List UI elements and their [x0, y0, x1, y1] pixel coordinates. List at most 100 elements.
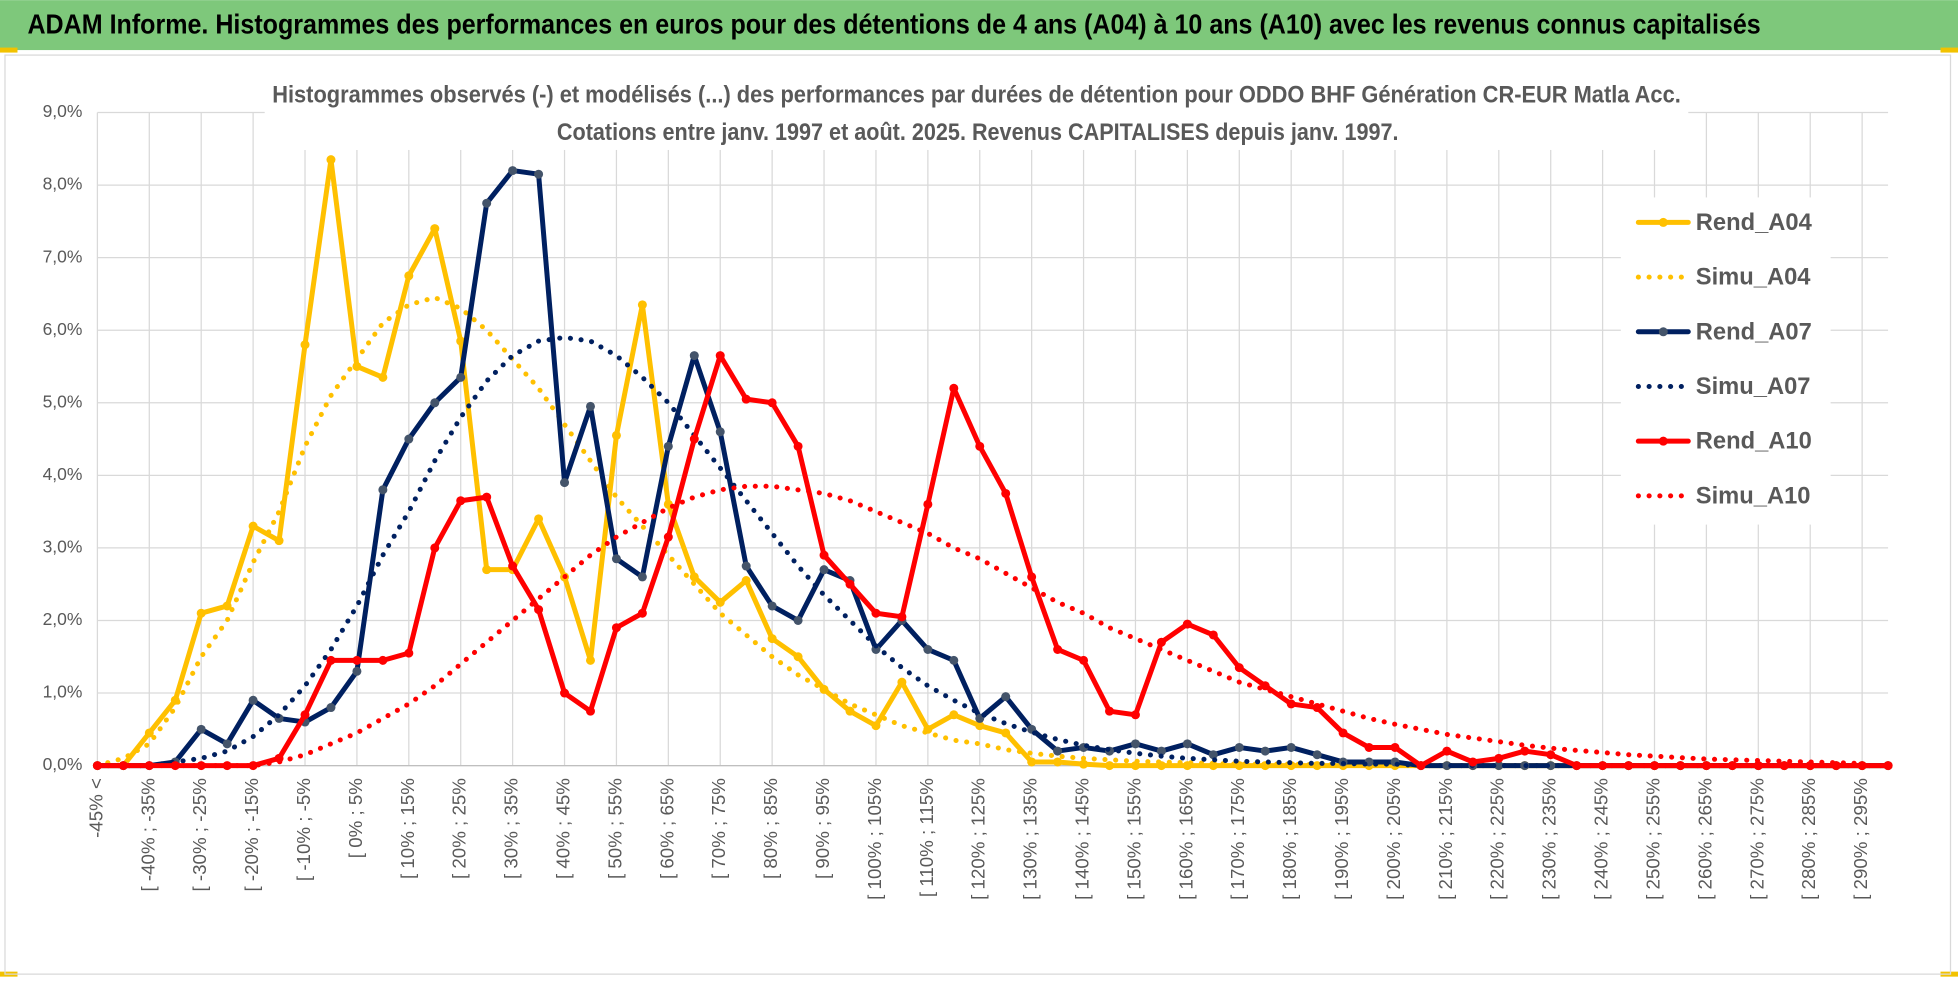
- point-marker: [1312, 703, 1322, 713]
- point-marker: [1234, 663, 1244, 673]
- point-marker: [1364, 742, 1374, 752]
- point-marker: [819, 565, 829, 575]
- point-marker: [1001, 488, 1011, 498]
- point-marker: [404, 434, 414, 444]
- point-marker: [975, 721, 985, 731]
- point-marker: [715, 351, 725, 361]
- x-tick-label: [ -40% ; -35%: [137, 778, 158, 891]
- point-marker: [1053, 644, 1063, 654]
- point-marker: [1598, 761, 1608, 771]
- x-tick-label: [ 220% ; 225%: [1487, 778, 1508, 900]
- point-marker: [352, 666, 362, 676]
- model-line: [94, 295, 1372, 769]
- point-marker: [482, 198, 492, 208]
- point-marker: [222, 601, 232, 611]
- point-marker: [196, 608, 206, 618]
- point-marker: [1053, 746, 1063, 756]
- point-marker: [144, 728, 154, 738]
- point-marker: [1286, 699, 1296, 709]
- point-marker: [793, 652, 803, 662]
- x-tick-label: [ 60% ; 65%: [656, 778, 677, 879]
- point-marker: [118, 761, 128, 771]
- legend-label: Simu_A04: [1696, 265, 1811, 291]
- legend-box: [1620, 197, 1831, 525]
- point-marker: [585, 706, 595, 716]
- point-marker: [1650, 761, 1660, 771]
- point-marker: [534, 514, 544, 524]
- point-marker: [1727, 761, 1737, 771]
- point-marker: [1053, 757, 1063, 767]
- point-marker: [1156, 746, 1166, 756]
- point-marker: [1520, 746, 1530, 756]
- point-marker: [793, 615, 803, 625]
- point-marker: [534, 605, 544, 615]
- legend-marker: [1658, 327, 1668, 337]
- point-marker: [1416, 761, 1426, 771]
- legend-marker: [1658, 217, 1668, 227]
- legend: Rend_A04 Simu_A04 Rend_A07 Simu_A07 Rend_A10…: [1620, 197, 1831, 525]
- point-marker: [897, 677, 907, 687]
- point-marker: [326, 155, 336, 165]
- legend-label: Simu_A10: [1696, 483, 1811, 509]
- x-tick-label: [ 30% ; 35%: [501, 778, 522, 879]
- point-marker: [456, 372, 466, 382]
- y-tick-label: 9,0%: [43, 101, 83, 121]
- x-tick-label: [ 110% ; 115%: [916, 778, 937, 897]
- point-marker: [222, 739, 232, 749]
- point-marker: [741, 561, 751, 571]
- y-tick-label: 8,0%: [43, 174, 83, 194]
- corner: [1940, 47, 1958, 53]
- point-marker: [637, 608, 647, 618]
- point-marker: [378, 655, 388, 665]
- point-marker: [819, 550, 829, 560]
- point-marker: [793, 441, 803, 451]
- point-marker: [274, 536, 284, 546]
- point-marker: [637, 300, 647, 310]
- point-marker: [871, 721, 881, 731]
- y-tick-label: 0,0%: [43, 754, 83, 774]
- x-tick-label: [ 150% ; 155%: [1123, 778, 1144, 900]
- x-tick-label: [ 20% ; 25%: [449, 778, 470, 879]
- point-marker: [611, 623, 621, 633]
- y-tick-label: 7,0%: [43, 246, 83, 266]
- point-marker: [1546, 750, 1556, 760]
- point-marker: [430, 543, 440, 553]
- point-marker: [1182, 619, 1192, 629]
- header-bar: [0, 0, 1958, 51]
- point-marker: [975, 441, 985, 451]
- x-tick-label: [ 170% ; 175%: [1227, 778, 1248, 900]
- x-tick-label: [ 90% ; 95%: [812, 778, 833, 879]
- point-marker: [1312, 750, 1322, 760]
- point-marker: [767, 601, 777, 611]
- point-marker: [949, 383, 959, 393]
- x-tick-label: [ 210% ; 215%: [1435, 778, 1456, 900]
- point-marker: [482, 565, 492, 575]
- x-tick-label: [ -10% ; -5%: [293, 778, 314, 881]
- point-marker: [1753, 761, 1763, 771]
- y-tick-label: 2,0%: [43, 609, 83, 629]
- point-marker: [326, 655, 336, 665]
- point-marker: [1001, 728, 1011, 738]
- point-marker: [196, 724, 206, 734]
- point-marker: [689, 434, 699, 444]
- x-tick-label: [ 250% ; 255%: [1642, 778, 1663, 900]
- point-marker: [248, 521, 258, 531]
- point-marker: [1001, 692, 1011, 702]
- y-tick-label: 4,0%: [43, 464, 83, 484]
- point-marker: [1027, 572, 1037, 582]
- title-backdrop: [264, 77, 1689, 150]
- x-tick-label: [ 10% ; 15%: [397, 778, 418, 879]
- x-tick-label: [ 70% ; 75%: [708, 778, 729, 879]
- x-tick-label: [ 80% ; 85%: [760, 778, 781, 879]
- model-line: [94, 483, 1865, 769]
- x-tick-label: [ 160% ; 165%: [1175, 778, 1196, 900]
- point-marker: [1442, 761, 1452, 771]
- point-marker: [456, 336, 466, 346]
- point-marker: [326, 703, 336, 713]
- point-marker: [560, 688, 570, 698]
- x-tick-label: [ 260% ; 265%: [1694, 778, 1715, 900]
- point-marker: [1260, 746, 1270, 756]
- x-tick-label: [ -30% ; -25%: [189, 778, 210, 891]
- point-marker: [482, 492, 492, 502]
- x-tick-label: [ 230% ; 235%: [1539, 778, 1560, 900]
